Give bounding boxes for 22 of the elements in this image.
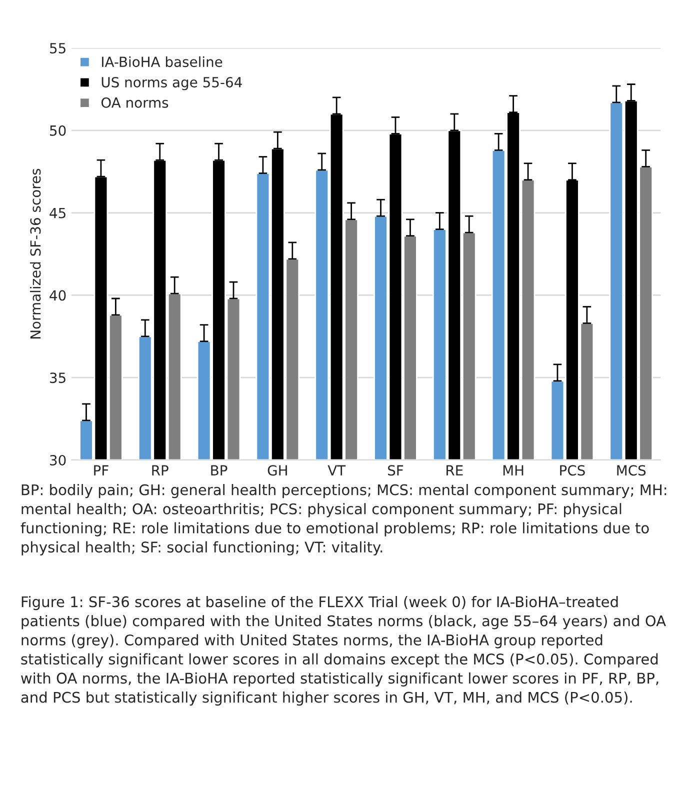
- x-tick-label: MH: [503, 465, 524, 476]
- y-tick-label: 35: [50, 372, 66, 384]
- x-tick-label: MCS: [617, 465, 646, 476]
- legend-label: US norms age 55-64: [102, 76, 242, 90]
- y-tick-label: 55: [50, 43, 66, 54]
- x-tick-label: GH: [268, 465, 287, 476]
- x-tick-label: SF: [388, 465, 404, 476]
- x-tick-label: PF: [94, 465, 108, 476]
- x-tick-label: RP: [152, 465, 168, 476]
- y-tick-label: 40: [50, 290, 66, 301]
- legend-label: OA norms: [101, 97, 168, 108]
- caption: Figure 1: SF-36 scores at baseline of the FLEXX Trial (week 0) for IA-BioHA–treated patients (blue) compared with the United States norms (black, age 55–64 years) and OA norms (grey). Compared with United States norms, the IA-BioHA group reported statistically significant lower scores in all domains except the MCS (P<0.05). Compared with OA norms, the IA-BioHA reported statistically significant lower scores in PF, RP, BP, and PCS but statistically significant higher scores in GH, VT, MH, and MCS (P<0.05).: [21, 596, 666, 706]
- x-tick-label: BP: [211, 465, 228, 476]
- y-tick-label: 30: [50, 454, 66, 466]
- x-tick-label: PCS: [560, 465, 585, 476]
- x-tick-label: RE: [446, 465, 463, 476]
- text: BP: bodily pain; GH: general health perceptions; MCS: mental component summary; MH: mental health; OA: osteoarthritis; PCS: physical component summary; PF: physical functioning; RE: role limitations due to emotional problems; RP: role limitations due to physical health; SF: social functioning; VT: vitality.: [20, 484, 666, 556]
- legend-label: IA-BioHA baseline: [102, 56, 222, 68]
- y-tick-label: 50: [50, 125, 66, 136]
- y-tick-label: 45: [50, 208, 66, 218]
- x-tick-label: VT: [328, 465, 346, 476]
- y-axis-title: Normalized SF-36 scores: [30, 168, 41, 338]
